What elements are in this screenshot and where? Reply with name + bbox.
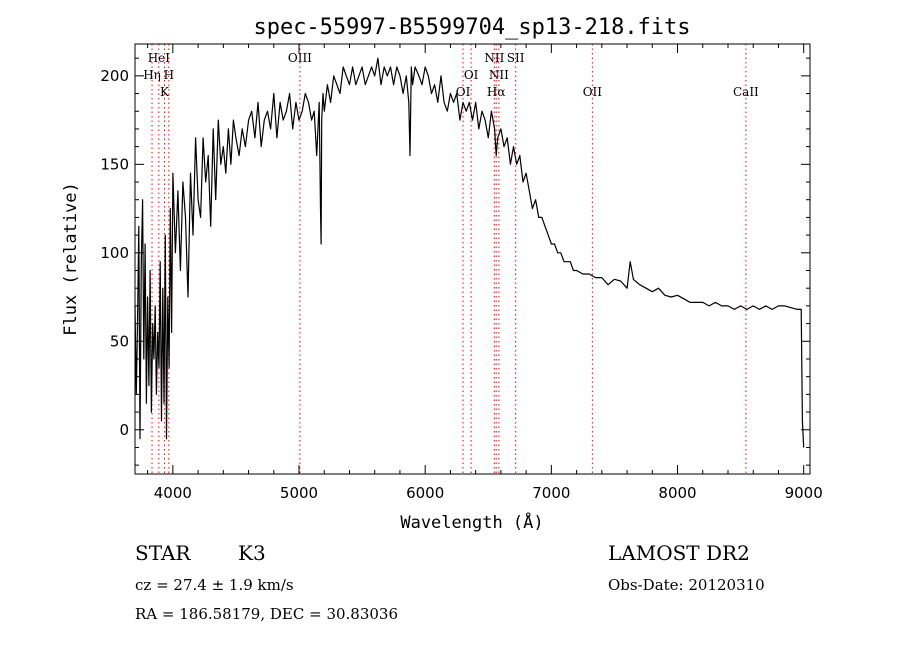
x-tick-label: 9000	[785, 484, 823, 502]
line-marker-label: OI	[464, 68, 479, 82]
line-marker-label: OIII	[288, 51, 312, 65]
line-marker-label: Hη	[143, 68, 161, 82]
x-tick-label: 7000	[532, 484, 570, 502]
y-tick-label: 150	[100, 155, 129, 173]
coordinates: RA = 186.58179, DEC = 30.83036	[135, 605, 399, 623]
spectrum-line	[134, 57, 805, 448]
line-marker-label: OI	[456, 85, 471, 99]
object-subclass: K3	[238, 541, 266, 565]
y-tick-label: 50	[110, 332, 129, 350]
line-marker-label: Hα	[487, 85, 506, 99]
axis-ticks: 4000 5000 6000 7000 8000 9000 0 50 100 150 200	[100, 44, 823, 502]
redshift-cz: cz = 27.4 ± 1.9 km/s	[135, 576, 294, 594]
chart-title: spec-55997-B5599704_sp13-218.fits	[253, 15, 690, 40]
object-class: STAR	[135, 541, 191, 565]
x-tick-label: 4000	[154, 484, 192, 502]
x-tick-label: 6000	[406, 484, 444, 502]
line-marker-label: CaII	[733, 85, 759, 99]
line-marker-label: NII	[484, 51, 504, 65]
x-axis-label: Wavelength (Å)	[400, 511, 543, 533]
line-marker-label: OII	[583, 85, 603, 99]
line-marker-label: H	[164, 68, 174, 82]
survey-name: LAMOST DR2	[608, 541, 750, 565]
line-marker-label: K	[160, 85, 170, 99]
y-axis-label: Flux (relative)	[61, 182, 81, 336]
x-tick-label: 5000	[280, 484, 318, 502]
line-marker-label: SII	[507, 51, 525, 65]
y-tick-label: 0	[119, 421, 129, 439]
x-tick-label: 8000	[658, 484, 696, 502]
line-marker-label: NII	[489, 68, 509, 82]
y-tick-label: 100	[100, 244, 129, 262]
obs-date: Obs-Date: 20120310	[608, 576, 765, 594]
plot-frame	[134, 43, 811, 475]
y-tick-label: 200	[100, 67, 129, 85]
line-marker-label: HeI	[148, 51, 171, 65]
